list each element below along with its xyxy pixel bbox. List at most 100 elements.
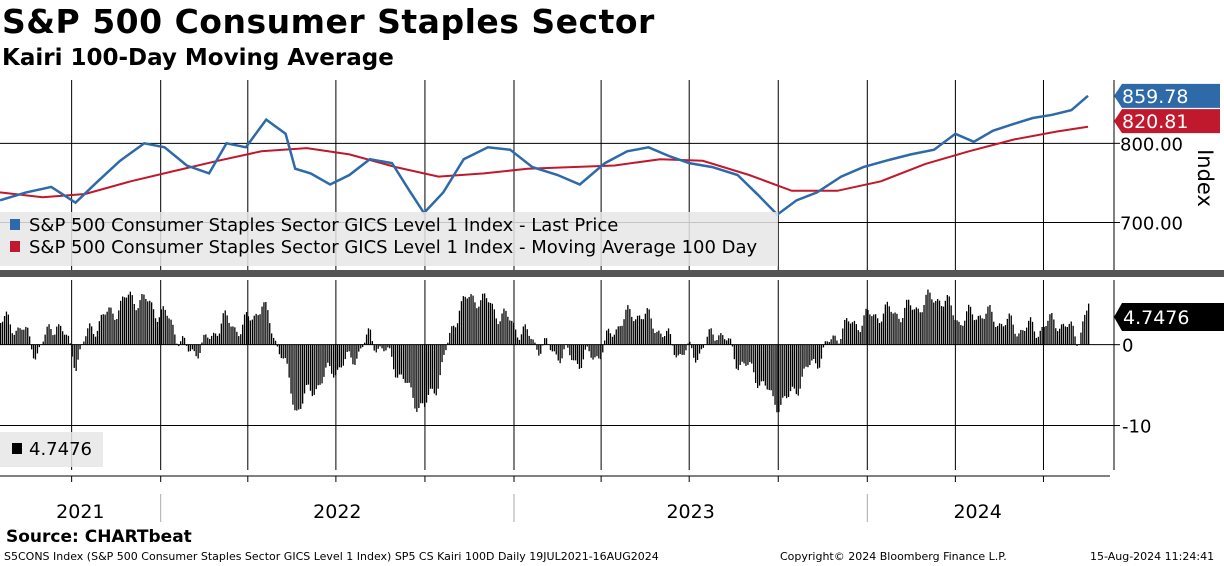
kairi-bar	[280, 344, 282, 359]
kairi-bar	[542, 344, 544, 346]
kairi-bar	[377, 344, 379, 349]
kairi-bar	[125, 297, 128, 345]
kairi-bar	[942, 306, 945, 345]
kairi-bar	[768, 344, 770, 390]
kairi-bar	[182, 336, 184, 345]
kairi-bar	[716, 340, 718, 345]
kairi-bar	[787, 344, 790, 397]
kairi-bar	[894, 312, 896, 345]
kairi-bar	[822, 344, 825, 348]
kairi-bar	[60, 325, 62, 345]
kairi-bar	[1028, 320, 1030, 345]
kairi-bar	[1043, 326, 1045, 345]
kairi-bar	[1080, 332, 1082, 345]
kairi-bar	[745, 344, 747, 366]
kairi-bar	[1072, 325, 1074, 345]
kairi-bar	[892, 313, 894, 345]
kairi-bar	[789, 344, 792, 392]
kairi-bar	[226, 315, 228, 345]
kairi-bar	[418, 344, 420, 408]
kairi-bar	[706, 336, 708, 345]
kairi-bar	[536, 344, 538, 350]
kairi-bar	[267, 310, 269, 345]
kairi-bar	[981, 318, 983, 345]
kairi-bar	[818, 344, 821, 368]
kairi-bar	[141, 294, 143, 345]
kairi-bar	[50, 329, 52, 345]
kairi-bar	[220, 323, 222, 345]
kairi-bar	[915, 307, 917, 345]
kairi-bar	[569, 344, 571, 356]
moving-average-badge-text: 820.81	[1122, 111, 1188, 133]
kairi-bar	[34, 344, 37, 360]
kairi-bar	[551, 344, 553, 352]
legend-swatch	[10, 241, 20, 252]
kairi-bar	[640, 319, 643, 345]
bottom-legend: 4.7476	[0, 432, 103, 467]
last-price-badge-text: 859.78	[1122, 86, 1188, 108]
kairi-bar	[160, 309, 162, 345]
kairi-bar	[801, 344, 803, 377]
kairi-bar	[820, 344, 823, 359]
kairi-bar	[73, 344, 75, 368]
kairi-bar	[596, 344, 598, 357]
kairi-bar	[149, 300, 151, 345]
kairi-bar	[373, 344, 375, 351]
kairi-bar	[240, 334, 242, 345]
kairi-bar	[1004, 325, 1007, 345]
kairi-bar	[540, 344, 542, 354]
kairi-bar	[646, 308, 648, 345]
kairi-bar	[888, 306, 890, 345]
kairi-bar	[938, 300, 941, 345]
kairi-bar	[348, 344, 350, 352]
kairi-bar	[544, 338, 546, 345]
kairi-bar	[104, 314, 106, 345]
kairi-bar	[1059, 328, 1061, 345]
kairi-bar	[151, 302, 153, 345]
kairi-bar	[594, 344, 596, 358]
kairi-bar	[578, 344, 581, 369]
kairi-bar	[681, 344, 683, 355]
kairi-bar	[1041, 327, 1043, 345]
kairi-bar	[890, 311, 892, 345]
kairi-bar	[867, 310, 869, 345]
kairi-bar	[245, 312, 248, 345]
kairi-bar	[908, 299, 910, 345]
kairi-bar	[631, 316, 633, 345]
kairi-bar	[474, 302, 476, 345]
kairi-bar	[964, 320, 966, 345]
kairi-bar	[538, 344, 540, 356]
legend-label: S&P 500 Consumer Staples Sector GICS Lev…	[29, 215, 618, 236]
kairi-bar	[979, 315, 981, 345]
kairi-bar	[600, 344, 602, 360]
kairi-bar	[156, 321, 159, 345]
kairi-bar	[615, 329, 617, 345]
kairi-bar	[673, 344, 675, 355]
kairi-bar	[460, 301, 463, 345]
kairi-bar	[218, 333, 221, 345]
last-price-badge: 859.78	[1114, 83, 1220, 108]
kairi-bar	[27, 327, 29, 345]
kairi-bar	[387, 344, 389, 348]
kairi-bar	[85, 336, 87, 345]
kairi-bar	[830, 339, 832, 345]
kairi-bar	[946, 295, 948, 345]
kairi-bar	[931, 299, 933, 345]
kairi-bar	[247, 316, 250, 345]
kairi-bar	[925, 294, 927, 345]
kairi-bar	[617, 326, 619, 345]
kairi-bar	[325, 344, 327, 368]
kairi-bar	[166, 315, 168, 345]
kairi-bar	[1060, 324, 1063, 345]
kairi-bar	[621, 325, 623, 345]
chart-title: S&P 500 Consumer Staples Sector	[2, 2, 655, 41]
kairi-bar	[1018, 333, 1020, 345]
kairi-bar	[880, 321, 883, 345]
kairi-bar	[311, 344, 313, 397]
kairi-bar	[63, 334, 66, 345]
x-tick-label: 2023	[666, 501, 714, 523]
kairi-bar	[944, 300, 946, 345]
legend-swatch	[10, 219, 20, 230]
kairi-bar	[666, 330, 668, 345]
kairi-bar	[327, 344, 329, 363]
